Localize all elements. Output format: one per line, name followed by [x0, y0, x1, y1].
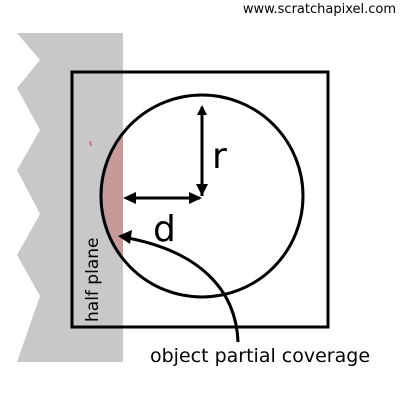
half-plane-region	[17, 33, 123, 362]
pixel-square	[70, 70, 330, 329]
watermark-text: www.scratchapixel.com	[243, 2, 396, 17]
coverage-caption: object partial coverage	[150, 345, 370, 367]
radius-label: r	[212, 136, 227, 177]
distance-arrow-head-right	[189, 192, 202, 204]
half-plane-label: half plane	[83, 238, 103, 322]
coverage-pointer-arrowhead	[118, 230, 132, 244]
coverage-tick	[89, 140, 92, 147]
circle-object	[99, 93, 305, 299]
distance-label: d	[153, 209, 176, 250]
radius-arrow-head-bottom	[196, 184, 208, 196]
coverage-pointer-arrow	[127, 236, 240, 343]
distance-arrow-head-left	[123, 192, 136, 204]
